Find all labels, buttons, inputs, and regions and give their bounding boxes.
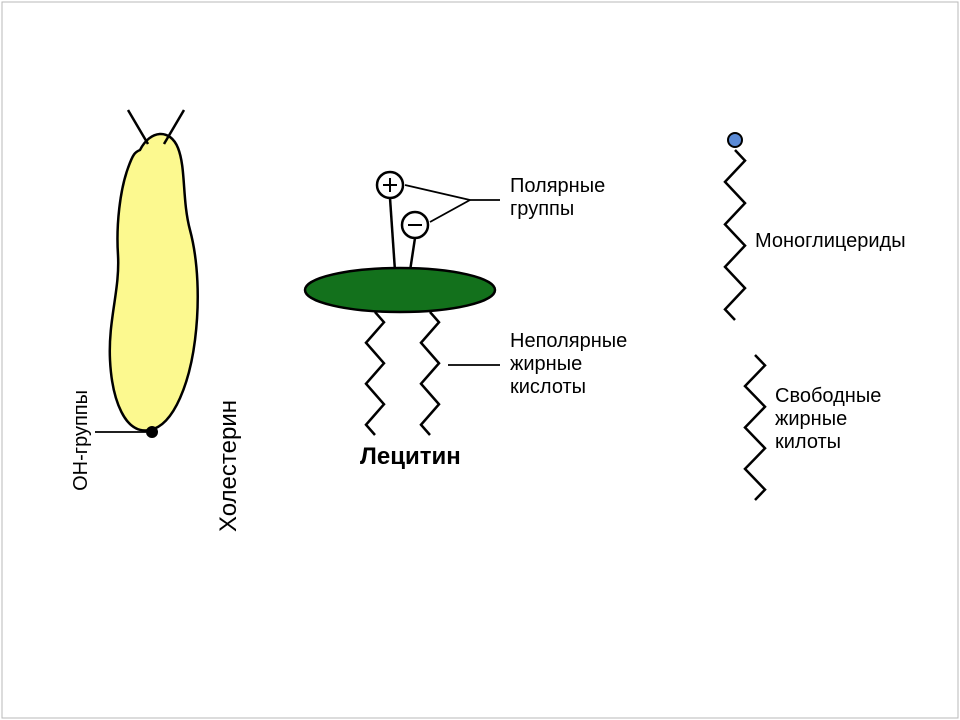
lecithin-tail-1 [421,312,439,435]
monoglyceride-tail [725,150,745,320]
oh-dot [146,426,158,438]
label-monoglycerides: Моноглицериды [755,230,906,253]
label-cholesterol: Холестерин [215,400,243,532]
free-fatty-tail [745,355,765,500]
cholesterol-antenna-0 [128,110,148,144]
label-free-fatty: Свободные жирные килоты [775,385,881,454]
monoglyceride-head [728,133,742,147]
label-oh-groups: ОН-группы [70,390,93,491]
label-polar-groups: Полярные группы [510,175,605,221]
label-lecithin: Лецитин [360,443,461,471]
lipid-diagram: { "type": "infographic", "canvas": { "wi… [0,0,960,720]
lecithin-head [305,268,495,312]
svg-canvas [0,0,960,720]
label-nonpolar-fatty: Неполярные жирные кислоты [510,330,627,399]
cholesterol-body [110,134,198,431]
lecithin-tail-0 [366,312,384,435]
